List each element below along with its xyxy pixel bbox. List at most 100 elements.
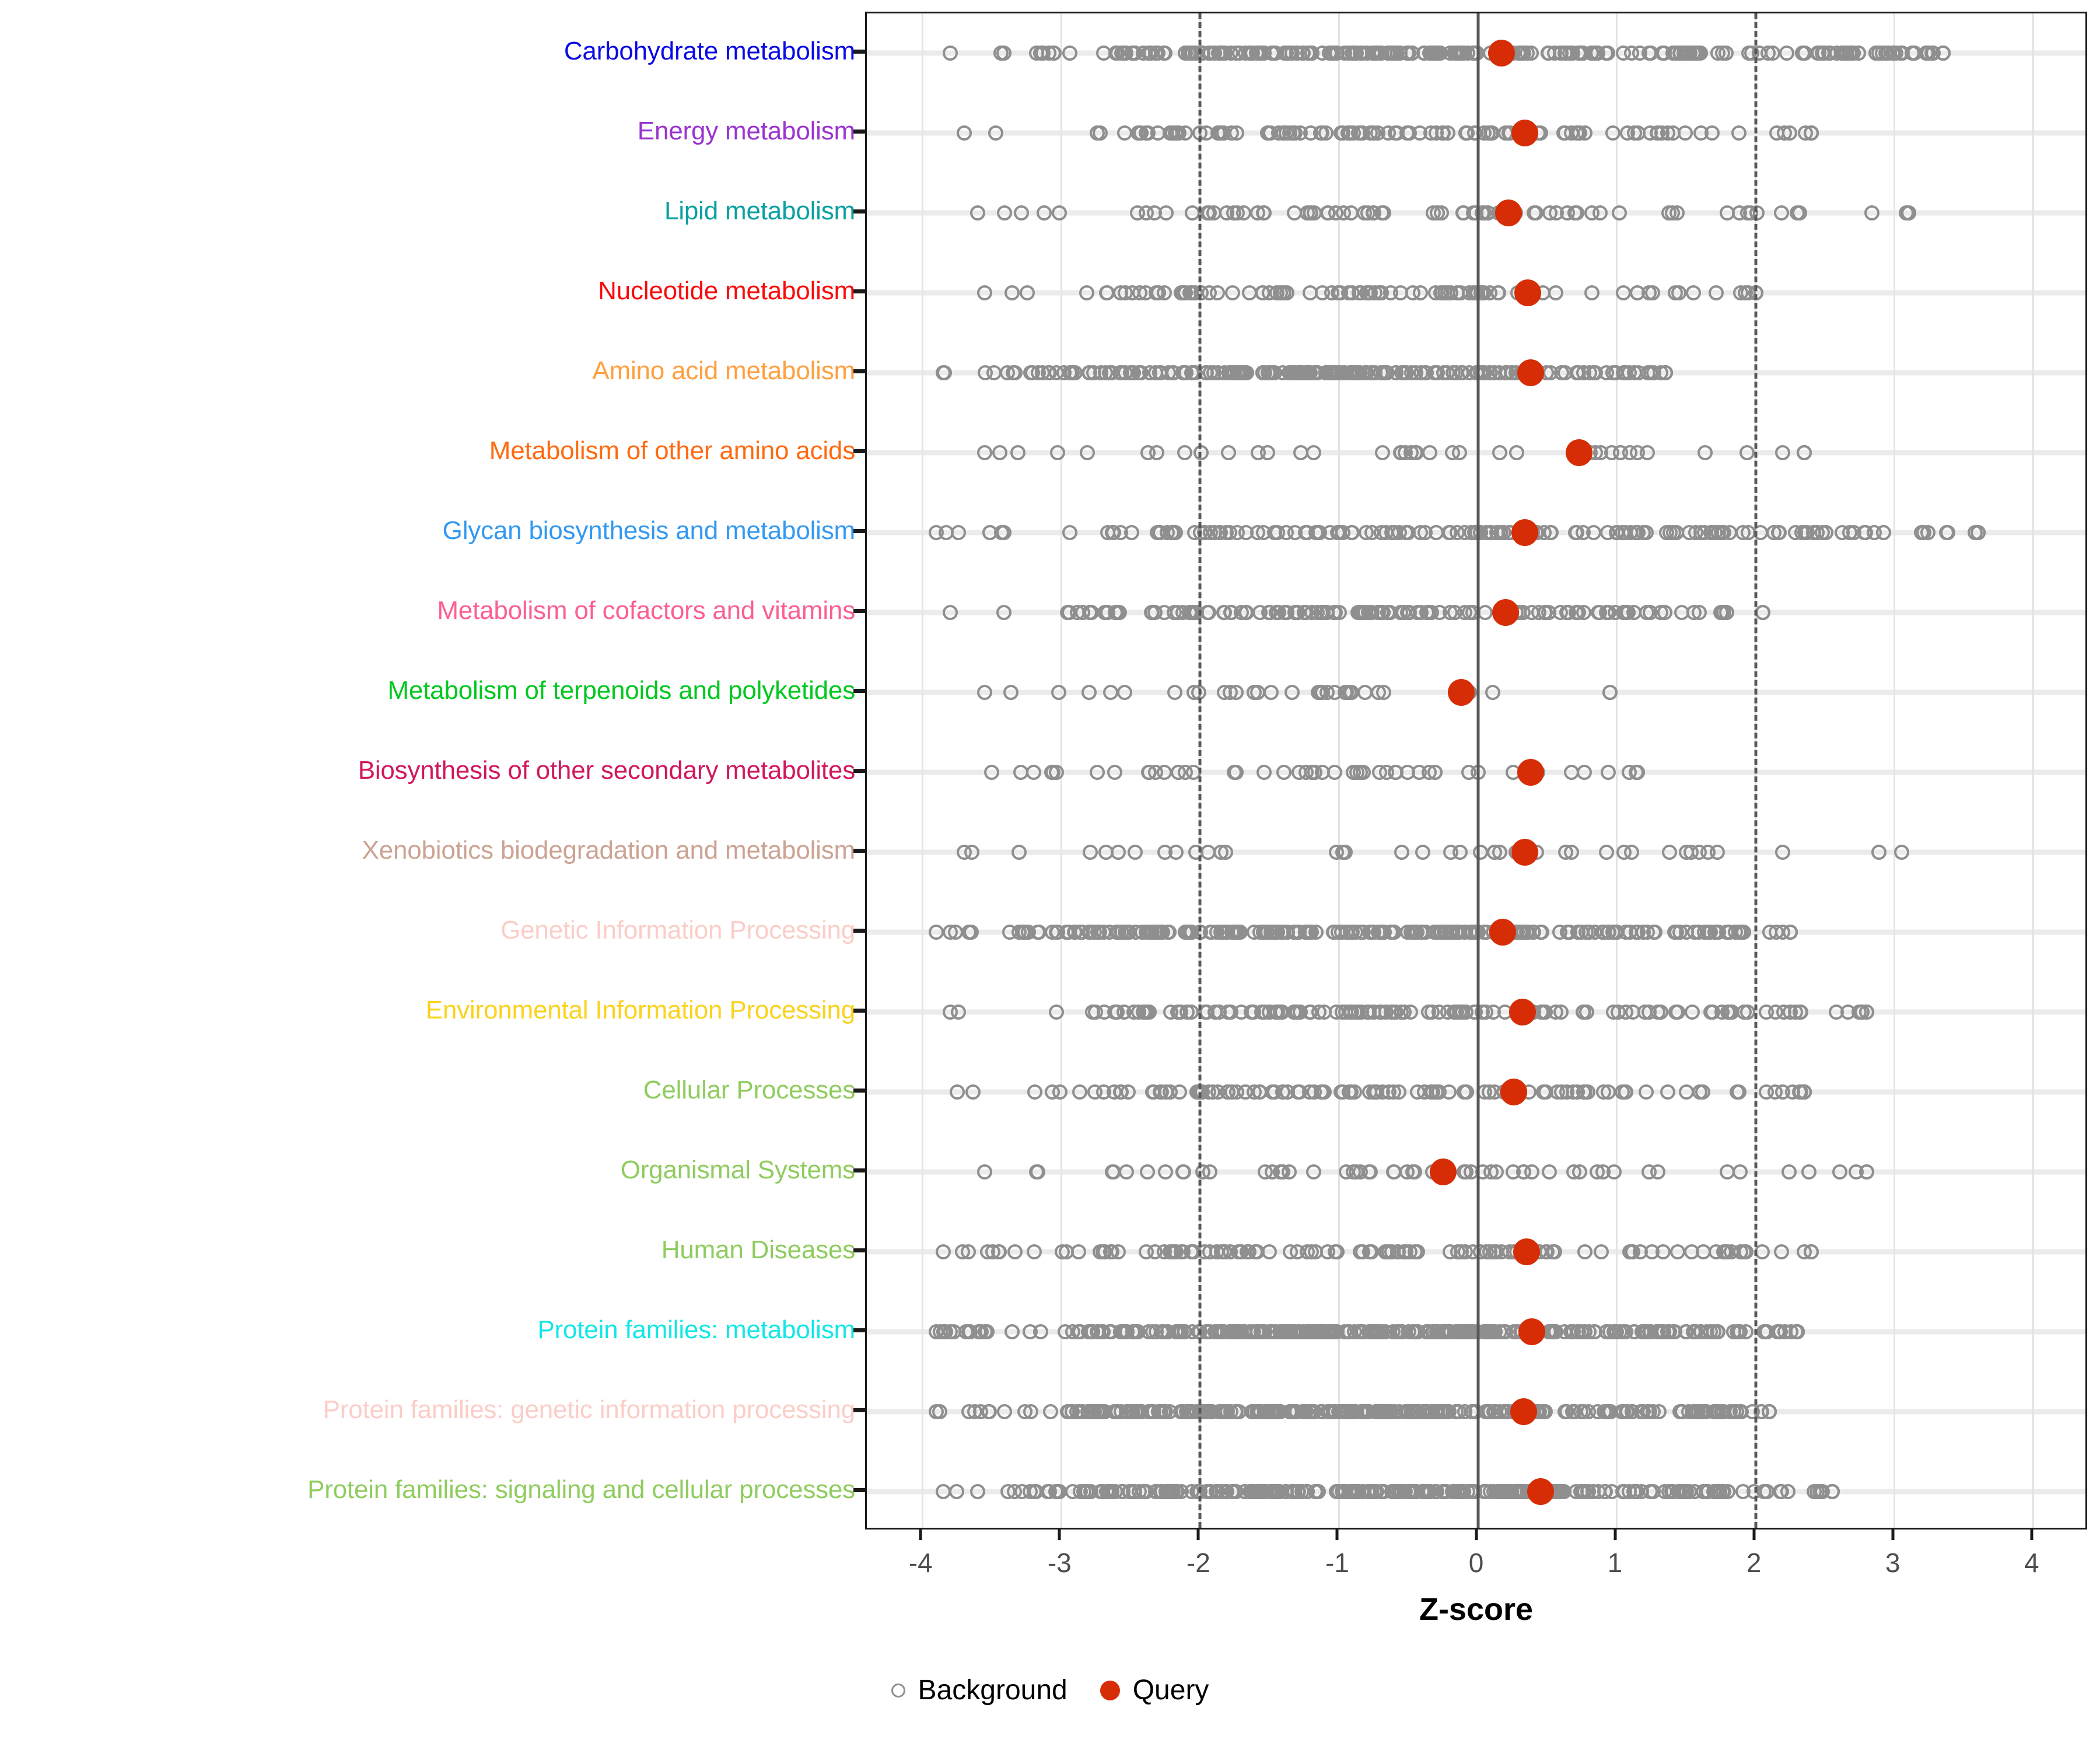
y-axis-label-8: Metabolism of cofactors and vitamins <box>437 596 855 625</box>
background-point <box>1276 765 1292 780</box>
background-point <box>1697 445 1713 461</box>
query-point[interactable] <box>1513 1238 1540 1265</box>
query-point[interactable] <box>1510 1398 1538 1425</box>
background-point <box>991 1244 1006 1259</box>
y-axis-label-6: Metabolism of other amino acids <box>489 436 855 466</box>
query-point[interactable] <box>1511 519 1539 547</box>
background-point <box>1429 1483 1445 1499</box>
background-point <box>1209 1244 1225 1259</box>
query-point[interactable] <box>1488 40 1515 67</box>
background-point <box>1542 205 1558 221</box>
query-point[interactable] <box>1447 679 1475 706</box>
background-point <box>1409 1244 1425 1259</box>
background-point <box>1338 844 1353 860</box>
background-point <box>1202 525 1218 541</box>
background-point <box>1623 525 1639 541</box>
background-point <box>1168 844 1184 860</box>
query-point[interactable] <box>1514 279 1542 307</box>
background-point <box>1105 1164 1121 1180</box>
background-point <box>1127 844 1143 860</box>
background-point <box>1782 125 1797 141</box>
background-point <box>1687 46 1703 61</box>
background-point <box>1696 1244 1712 1259</box>
background-point <box>1042 1404 1058 1419</box>
background-point <box>1292 765 1307 780</box>
background-point <box>1718 46 1734 61</box>
background-point <box>1229 125 1244 141</box>
background-point <box>1875 525 1891 541</box>
background-point <box>1329 525 1345 541</box>
background-point <box>1202 1483 1218 1499</box>
query-point[interactable] <box>1518 1318 1546 1345</box>
background-point <box>1220 445 1236 461</box>
background-point <box>1508 445 1524 461</box>
background-point <box>1019 285 1035 301</box>
y-axis-tick <box>853 609 865 614</box>
legend-item-background[interactable]: Background <box>891 1674 1068 1706</box>
background-point <box>1600 924 1616 940</box>
background-point <box>1223 1004 1238 1020</box>
background-point <box>1037 205 1052 221</box>
query-point[interactable] <box>1566 439 1593 467</box>
background-point <box>1774 445 1790 461</box>
query-point[interactable] <box>1492 599 1520 626</box>
background-point <box>1114 365 1130 381</box>
background-point <box>967 1404 982 1419</box>
query-point[interactable] <box>1500 1078 1528 1105</box>
background-point <box>1426 365 1442 381</box>
background-point <box>1157 285 1172 301</box>
background-point <box>1044 1084 1060 1100</box>
background-point <box>1279 46 1294 61</box>
y-axis-label-7: Glycan biosynthesis and metabolism <box>442 516 856 545</box>
background-point <box>1670 1244 1686 1259</box>
background-point <box>929 525 944 541</box>
background-point <box>1704 1004 1720 1020</box>
background-point <box>1655 46 1671 61</box>
background-point <box>1140 1004 1156 1020</box>
background-point <box>1878 46 1894 61</box>
y-axis-tick <box>853 289 865 294</box>
legend-item-query[interactable]: Query <box>1100 1674 1209 1706</box>
query-point[interactable] <box>1511 838 1539 866</box>
background-point <box>1013 205 1029 221</box>
y-axis-label-14: Cellular Processes <box>643 1075 855 1104</box>
background-point <box>1487 844 1503 860</box>
background-point <box>1261 605 1277 621</box>
background-point <box>1284 685 1300 701</box>
background-point <box>1051 685 1066 701</box>
background-point <box>1331 1483 1346 1499</box>
background-point <box>1154 1483 1170 1499</box>
background-point <box>1553 46 1569 61</box>
background-point <box>1601 765 1616 780</box>
background-point <box>1388 1324 1404 1339</box>
background-point <box>1489 525 1504 541</box>
background-point <box>1570 365 1586 381</box>
background-point <box>1049 445 1065 461</box>
background-point <box>963 924 979 940</box>
background-point <box>1328 1244 1343 1259</box>
x-axis-tick <box>1058 1530 1061 1540</box>
query-point[interactable] <box>1517 759 1544 786</box>
background-point <box>1443 525 1458 541</box>
background-point <box>1692 1324 1708 1339</box>
background-point <box>1012 844 1027 860</box>
background-point <box>1730 1084 1746 1100</box>
background-point <box>1209 1324 1225 1339</box>
query-point[interactable] <box>1494 200 1522 227</box>
background-point <box>1644 285 1660 301</box>
background-point <box>1622 1244 1638 1259</box>
query-point[interactable] <box>1508 998 1536 1026</box>
x-axis-tick-label: 0 <box>1468 1548 1484 1578</box>
background-point <box>1488 1404 1504 1419</box>
query-point[interactable] <box>1517 359 1544 387</box>
background-point <box>1343 525 1359 541</box>
query-point[interactable] <box>1527 1478 1554 1505</box>
query-point[interactable] <box>1429 1158 1457 1185</box>
background-point <box>1161 365 1177 381</box>
background-point <box>1284 1483 1300 1499</box>
query-point[interactable] <box>1511 120 1539 147</box>
background-point <box>1448 46 1464 61</box>
background-point <box>1176 365 1192 381</box>
background-point <box>1426 1324 1442 1339</box>
query-point[interactable] <box>1489 918 1517 946</box>
